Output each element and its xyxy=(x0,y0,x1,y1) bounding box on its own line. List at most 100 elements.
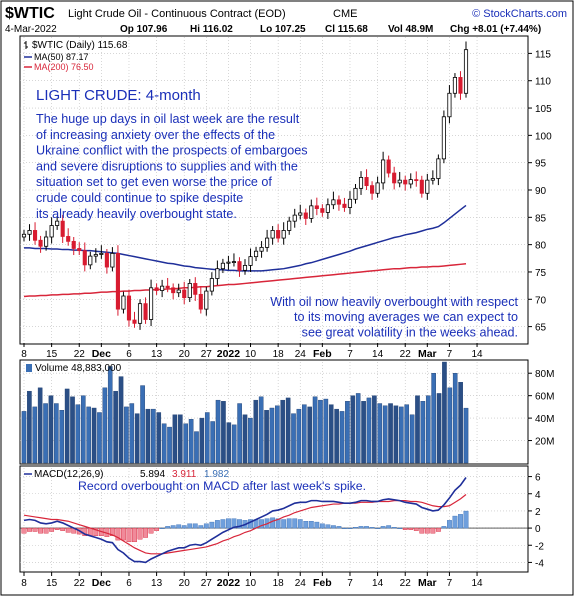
watermark-text: © StockCharts.com xyxy=(472,8,567,20)
price-x-tick-label: Feb xyxy=(313,348,332,360)
macd-histogram-bar xyxy=(192,523,198,529)
volume-bar xyxy=(436,393,442,464)
volume-bar xyxy=(178,414,183,464)
volume-bar xyxy=(355,393,361,464)
macd-y-tick-label: 4 xyxy=(535,490,541,501)
candle-body xyxy=(32,230,38,241)
macd-histogram-bar xyxy=(375,527,381,529)
candle-body xyxy=(375,182,380,194)
outlook-line: With oil now heavily overbought with res… xyxy=(270,295,518,309)
ma50-legend-label: MA(50) 87.17 xyxy=(34,52,89,62)
macd-histogram-bar xyxy=(203,523,209,529)
candle-body xyxy=(60,220,65,237)
candle-body xyxy=(187,283,192,299)
price-x-tick-label: Dec xyxy=(92,348,111,360)
volume-legend-swatch xyxy=(26,364,32,372)
volume-bar xyxy=(145,408,151,464)
macd-histogram-bar xyxy=(54,527,60,530)
price-x-tick-label: Mar xyxy=(418,348,437,360)
macd-y-tick-label: 2 xyxy=(535,507,541,518)
volume-bar xyxy=(248,417,253,464)
macd-histogram-bar xyxy=(319,523,325,529)
headline-annotation: LIGHT CRUDE: 4-month xyxy=(36,87,201,104)
volume-bar xyxy=(183,423,189,464)
volume-bar xyxy=(399,406,404,464)
candle-body xyxy=(21,233,27,238)
volume-bar xyxy=(134,413,140,464)
ma200-legend-label: MA(200) 76.50 xyxy=(34,62,94,72)
volume-y-tick-label: 80M xyxy=(535,369,554,380)
macd-histogram-bar xyxy=(380,526,386,529)
macd-plot xyxy=(20,477,528,564)
volume-bar xyxy=(215,399,221,464)
macd-histogram-bar xyxy=(347,527,353,529)
candle-body xyxy=(99,252,104,255)
candle-body xyxy=(209,278,214,292)
macd-histogram-bar xyxy=(402,527,408,530)
volume-bar xyxy=(188,419,194,464)
volume-bar xyxy=(80,395,86,464)
price-x-tick-label: 2022 xyxy=(217,348,241,360)
volume-bar xyxy=(296,408,302,464)
volume-bar xyxy=(151,408,156,464)
macd-histogram-bar xyxy=(237,519,242,529)
macd-legend-value-3: 1.982 xyxy=(204,469,229,480)
volume-bar xyxy=(140,385,145,464)
macd-histogram-bar xyxy=(419,527,425,534)
volume-bar xyxy=(21,411,27,464)
candle-body xyxy=(104,252,109,268)
commentary-line: situation set to get even worse the pric… xyxy=(36,175,272,189)
macd-histogram-bar xyxy=(209,521,215,529)
volume-bar xyxy=(156,412,162,464)
candle-body xyxy=(386,159,391,174)
macd-y-ticks: -4 -2 0 2 4 6 xyxy=(528,473,544,569)
macd-histogram-bar xyxy=(198,525,204,529)
price-plot xyxy=(21,41,469,330)
candle-body xyxy=(441,116,446,160)
macd-histogram-bar xyxy=(452,515,458,529)
macd-histogram-bar xyxy=(303,521,309,529)
volume-bar xyxy=(221,401,226,464)
candle-body xyxy=(436,158,441,179)
candle-body xyxy=(193,283,198,295)
price-y-tick-label: 115 xyxy=(535,49,551,60)
commentary-line: and severe disruptions to supplies and w… xyxy=(36,159,298,173)
macd-histogram-bar xyxy=(226,518,231,529)
volume-bar xyxy=(323,398,329,464)
candle-body xyxy=(49,225,54,238)
macd-histogram-bar xyxy=(353,527,358,529)
macd-histogram-bar xyxy=(430,527,436,534)
macd-histogram-bar xyxy=(121,527,126,541)
macd-histogram-bar xyxy=(297,519,303,529)
price-y-tick-label: 65 xyxy=(535,323,547,334)
candle-body xyxy=(93,254,98,257)
volume-bar xyxy=(393,405,399,464)
candle-body xyxy=(403,179,408,185)
volume-bar xyxy=(307,406,312,464)
volume-bar xyxy=(318,399,323,464)
volume-bar xyxy=(328,404,334,464)
macd-y-tick-label: -4 xyxy=(535,558,544,569)
volume-bar xyxy=(339,411,345,464)
candle-body xyxy=(176,289,181,294)
candle-body xyxy=(320,208,325,213)
macd-histogram-bar xyxy=(369,527,375,529)
macd-histogram-bar xyxy=(397,527,403,529)
candle-body xyxy=(281,230,286,239)
volume-bar xyxy=(129,403,135,464)
volume-bar xyxy=(70,396,75,464)
instrument-name: Light Crude Oil - Continuous Contract (E… xyxy=(68,8,286,20)
volume-bar xyxy=(48,395,54,464)
price-x-tick-label: 8 xyxy=(21,349,27,360)
candle-body xyxy=(132,319,137,324)
candle-body xyxy=(71,240,76,249)
volume-bar xyxy=(372,395,377,464)
commentary-line: The huge up days in oil last week are th… xyxy=(36,112,300,126)
high-value: Hi 116.02 xyxy=(190,24,233,35)
candle-body xyxy=(381,159,386,184)
candle-body xyxy=(242,265,248,271)
bottom-x-tick-label: 24 xyxy=(295,578,307,589)
volume-bar xyxy=(32,406,38,464)
macd-histogram-bar xyxy=(27,527,32,532)
volume-y-tick-label: 40M xyxy=(535,414,554,425)
